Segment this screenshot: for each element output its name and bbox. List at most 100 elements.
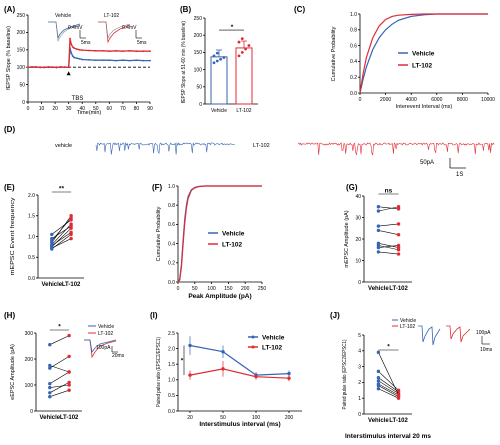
panel-j-ylabel: Paired pulse ratio (EPSC2/EPSC1) (342, 339, 348, 409)
panel-h-point-lt102 (67, 354, 71, 359)
panel-a-point-lt102 (69, 37, 71, 40)
panel-a-point-lt102 (149, 50, 151, 53)
panel-a-ytick-label: 150 (17, 48, 26, 54)
panel-a-inset-scalebar-label-2: 5ms (81, 40, 91, 46)
panel-h-pair-line (49, 384, 70, 388)
panel-a-point-lt102 (27, 66, 29, 69)
panel-c-xtick-label: 0 (359, 97, 362, 103)
panel-h-pair-line (49, 382, 70, 394)
panel-a-inset-scalebar-label-1: 0.4mV (68, 25, 83, 31)
panel-a-point-vehicle (81, 58, 84, 61)
panel-a-point-vehicle (121, 59, 124, 62)
panel-j-inset-legend-vehicle: Vehicle (400, 318, 416, 324)
panel-h-inset-legend-lt102: LT-102 (98, 331, 113, 337)
panel-h-inset-scalebar-label-ms: 20ms (112, 353, 125, 359)
panel-e-point-vehicle (50, 232, 54, 237)
panel-a-point-vehicle (115, 59, 118, 62)
panel-h-point-lt102 (67, 388, 71, 392)
panel-a-point-lt102 (67, 66, 70, 69)
panel-j-pair-line (378, 388, 399, 399)
panel-e-point-lt102 (69, 224, 73, 228)
panel-i-point-lt102 (188, 373, 192, 377)
panel-g-ytick-label: 20 (355, 237, 361, 243)
panel-j-point-vehicle (376, 369, 381, 374)
panel-a-tbs-label: TBS (72, 96, 84, 102)
panel-g-pair-line (378, 245, 399, 248)
panel-f-ylabel: Cumulative Probability (156, 206, 162, 261)
panel-f-xtick-label: 200 (241, 286, 250, 292)
panel-j-pair-line (378, 377, 399, 393)
panel-i-series-lt102 (189, 368, 290, 379)
panel-c-ytick-label: 0.4 (350, 59, 357, 65)
panel-a-inset-lt102-baseline (98, 21, 131, 40)
panel-j-point-vehicle (376, 387, 381, 391)
panel-a-ytick-label: 200 (17, 30, 26, 36)
panel-j-inset-trace-lt102 (446, 325, 471, 343)
panel-h-inset-legend-vehicle: Vehicle (98, 324, 114, 330)
panel-h-point-lt102 (67, 383, 71, 387)
panel-e-pair-line (51, 238, 72, 249)
panel-c-xlabel: Interevent Interval (ms) (396, 104, 453, 110)
panel-a-point-lt102 (75, 48, 78, 51)
panel-a-xlabel: Time(min) (77, 110, 102, 116)
panel-a-point-vehicle (71, 55, 74, 57)
panel-i-xtick-label: 50 (220, 415, 226, 421)
panel-a-xtick-label: 30 (66, 106, 72, 112)
panel-b-point (215, 51, 219, 55)
panel-i-point-vehicle (188, 343, 192, 348)
panel-g-pair-line (378, 206, 399, 210)
panel-a-point-vehicle (108, 59, 111, 62)
panel-e-point-lt102 (69, 230, 73, 235)
panel-b-point (237, 40, 241, 44)
panel-i-ytick-label: 1.5 (168, 362, 175, 368)
panel-g-point-lt102 (396, 222, 401, 226)
panel-b-ylabel: fEPSP Slope at 51-60 min (% baseline) (181, 21, 187, 103)
panel-a-point-vehicle (135, 59, 138, 62)
panel-e-point-lt102 (69, 218, 73, 222)
panel-f-xtick-label: 250 (258, 286, 267, 292)
panel-i-legend-marker-lt102 (251, 345, 255, 349)
panel-i-legend-marker-vehicle (251, 335, 255, 339)
panel-g-point-lt102 (396, 207, 401, 211)
panel-j-ytick-label: 4 (358, 349, 361, 355)
panel-a-ytick-label: 100 (17, 65, 26, 71)
panel-h-ytick-label: 200 (25, 357, 34, 363)
panel-a-point-lt102 (31, 65, 33, 68)
panel-h-point-vehicle (48, 391, 52, 395)
panel-b-point (240, 51, 244, 54)
panel-e-point-lt102 (69, 236, 73, 241)
panel-e-ytick-label: 0.0 (28, 276, 35, 282)
panel-a-point-vehicle (149, 59, 151, 62)
panel-h-inset-scalebar-label-pa: 100pA (96, 345, 111, 351)
panel-g-ylabel: mEPSC Amplitude (pA) (344, 210, 350, 267)
panel-label-b: (B) (180, 5, 191, 14)
panel-b-ytick-label: 100 (194, 67, 203, 73)
panel-c-ylabel: Cumulative Probability (331, 26, 337, 81)
panel-a-point-vehicle (78, 57, 81, 60)
panel-a-point-lt102 (35, 66, 38, 69)
panel-h-point-vehicle (48, 363, 52, 368)
panel-i-point-vehicle (287, 371, 291, 376)
panel-i-xtick-label: 100 (252, 415, 261, 421)
panel-g-ytick-label: 40 (355, 194, 361, 200)
panel-a-point-vehicle (94, 59, 97, 62)
panel-e-ytick-label: 1.5 (28, 214, 35, 220)
panel-h-point-vehicle (48, 366, 52, 370)
panel-a-point-vehicle (88, 58, 90, 61)
panel-f-xtick-label: 50 (192, 286, 198, 292)
panel-label-f: (F) (152, 183, 163, 192)
panel-b-point (240, 37, 244, 41)
panel-e-pair-line (51, 225, 72, 239)
panel-label-c: (C) (294, 5, 305, 14)
panel-g-xtick-label: Vehicle (368, 286, 389, 292)
panel-i-legend-lt102: LT-102 (262, 345, 282, 352)
panel-g-pair-line (378, 223, 399, 227)
panel-j-inset-scalebar-label-pa: 100pA (476, 330, 491, 336)
panel-h-xtick-label: LT-102 (60, 415, 79, 421)
panel-h-xtick-label: Vehicle (39, 415, 60, 421)
panel-h-point-vehicle (48, 395, 52, 399)
panel-g-pair-line (378, 230, 399, 235)
panel-j-pair-line (378, 380, 399, 394)
panel-label-e: (E) (4, 183, 15, 192)
panel-c-series-lt102 (359, 13, 488, 94)
